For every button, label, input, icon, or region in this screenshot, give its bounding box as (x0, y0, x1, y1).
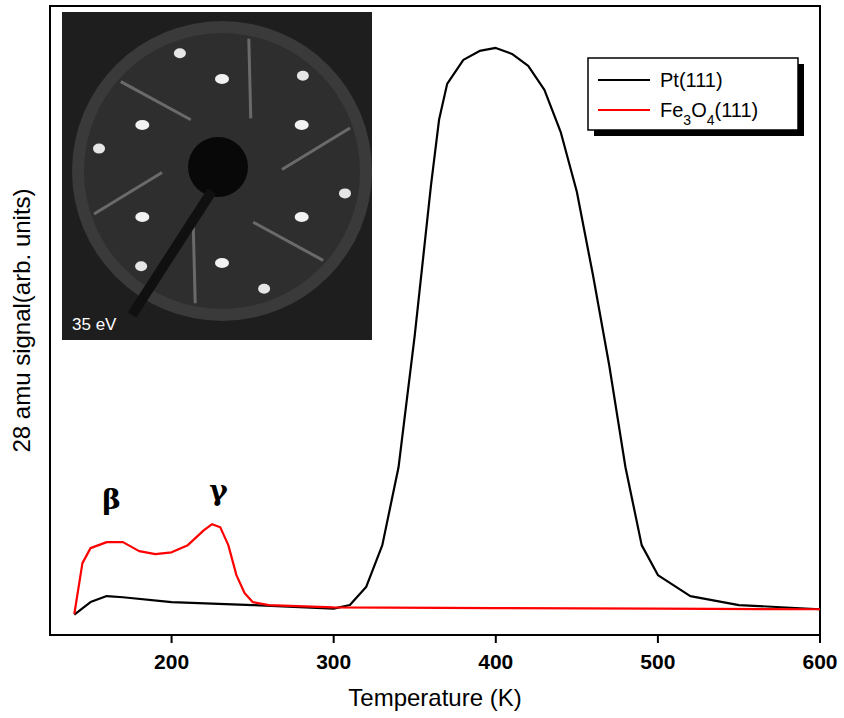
x-tick-label: 600 (802, 650, 837, 673)
x-tick-label: 200 (154, 650, 189, 673)
inset-streak (253, 222, 323, 260)
y-axis-title: 28 amu signal(arb. units) (8, 188, 35, 452)
legend-label-part: ) (752, 99, 759, 121)
inset-screen (72, 21, 372, 321)
chart: 35 eV 200 300 400 500 600 Temperature (K) 28 am… (0, 0, 844, 718)
inset-spot (135, 261, 147, 271)
series-line (74, 48, 820, 615)
x-tick-label: 500 (640, 650, 675, 673)
inset-spot (215, 258, 229, 268)
inset-spot (295, 120, 309, 130)
legend-label-part: 4 (707, 112, 715, 128)
legend-label: Pt(111) (660, 69, 723, 91)
series-line (74, 524, 820, 614)
inset-streak (282, 128, 350, 170)
inset-gun (188, 137, 248, 197)
inset-screen-inner (84, 33, 360, 309)
x-tick (333, 635, 335, 643)
inset-spot (339, 188, 351, 198)
legend: Pt(111)Fe3O4(111) (588, 58, 804, 136)
x-tick-label: 400 (478, 650, 513, 673)
annotation: β (102, 483, 121, 516)
legend-label-part: Fe (660, 99, 683, 121)
legend-box (588, 58, 798, 130)
inset-spot (295, 212, 309, 222)
legend-label-part: 111 (686, 69, 716, 91)
inset: 35 eV (62, 12, 372, 340)
legend-swatch (598, 109, 650, 111)
legend-label-part: 111 (721, 99, 751, 121)
legend-label-part: ) (716, 69, 723, 91)
legend-label-part: Pt( (660, 69, 686, 91)
inset-streak (193, 224, 195, 304)
x-tick (657, 635, 659, 643)
inset-streak (121, 82, 191, 120)
inset-arm (132, 191, 212, 315)
x-tick-label: 300 (316, 650, 351, 673)
legend-label-part: 3 (683, 112, 691, 128)
legend-swatch (598, 79, 650, 81)
inset-streak (249, 39, 251, 119)
annotation: γ (209, 474, 228, 507)
x-axis-title: Temperature (K) (348, 684, 521, 711)
legend-label: Fe3O4(111) (660, 99, 758, 128)
plot-frame (50, 6, 820, 635)
inset-spot (297, 71, 309, 81)
legend-label-part: O (691, 99, 707, 121)
inset-streak (94, 172, 162, 214)
inset-spot (215, 74, 229, 84)
inset-spot (174, 48, 186, 58)
inset-spot (93, 144, 105, 154)
inset-spot (258, 284, 270, 294)
inset-spot (135, 212, 149, 222)
x-tick (819, 635, 821, 643)
x-tick (171, 635, 173, 643)
inset-label: 35 eV (72, 315, 117, 334)
inset-spot (135, 120, 149, 130)
x-tick (495, 635, 497, 643)
data-group (74, 48, 820, 615)
inset-bg (62, 12, 372, 340)
